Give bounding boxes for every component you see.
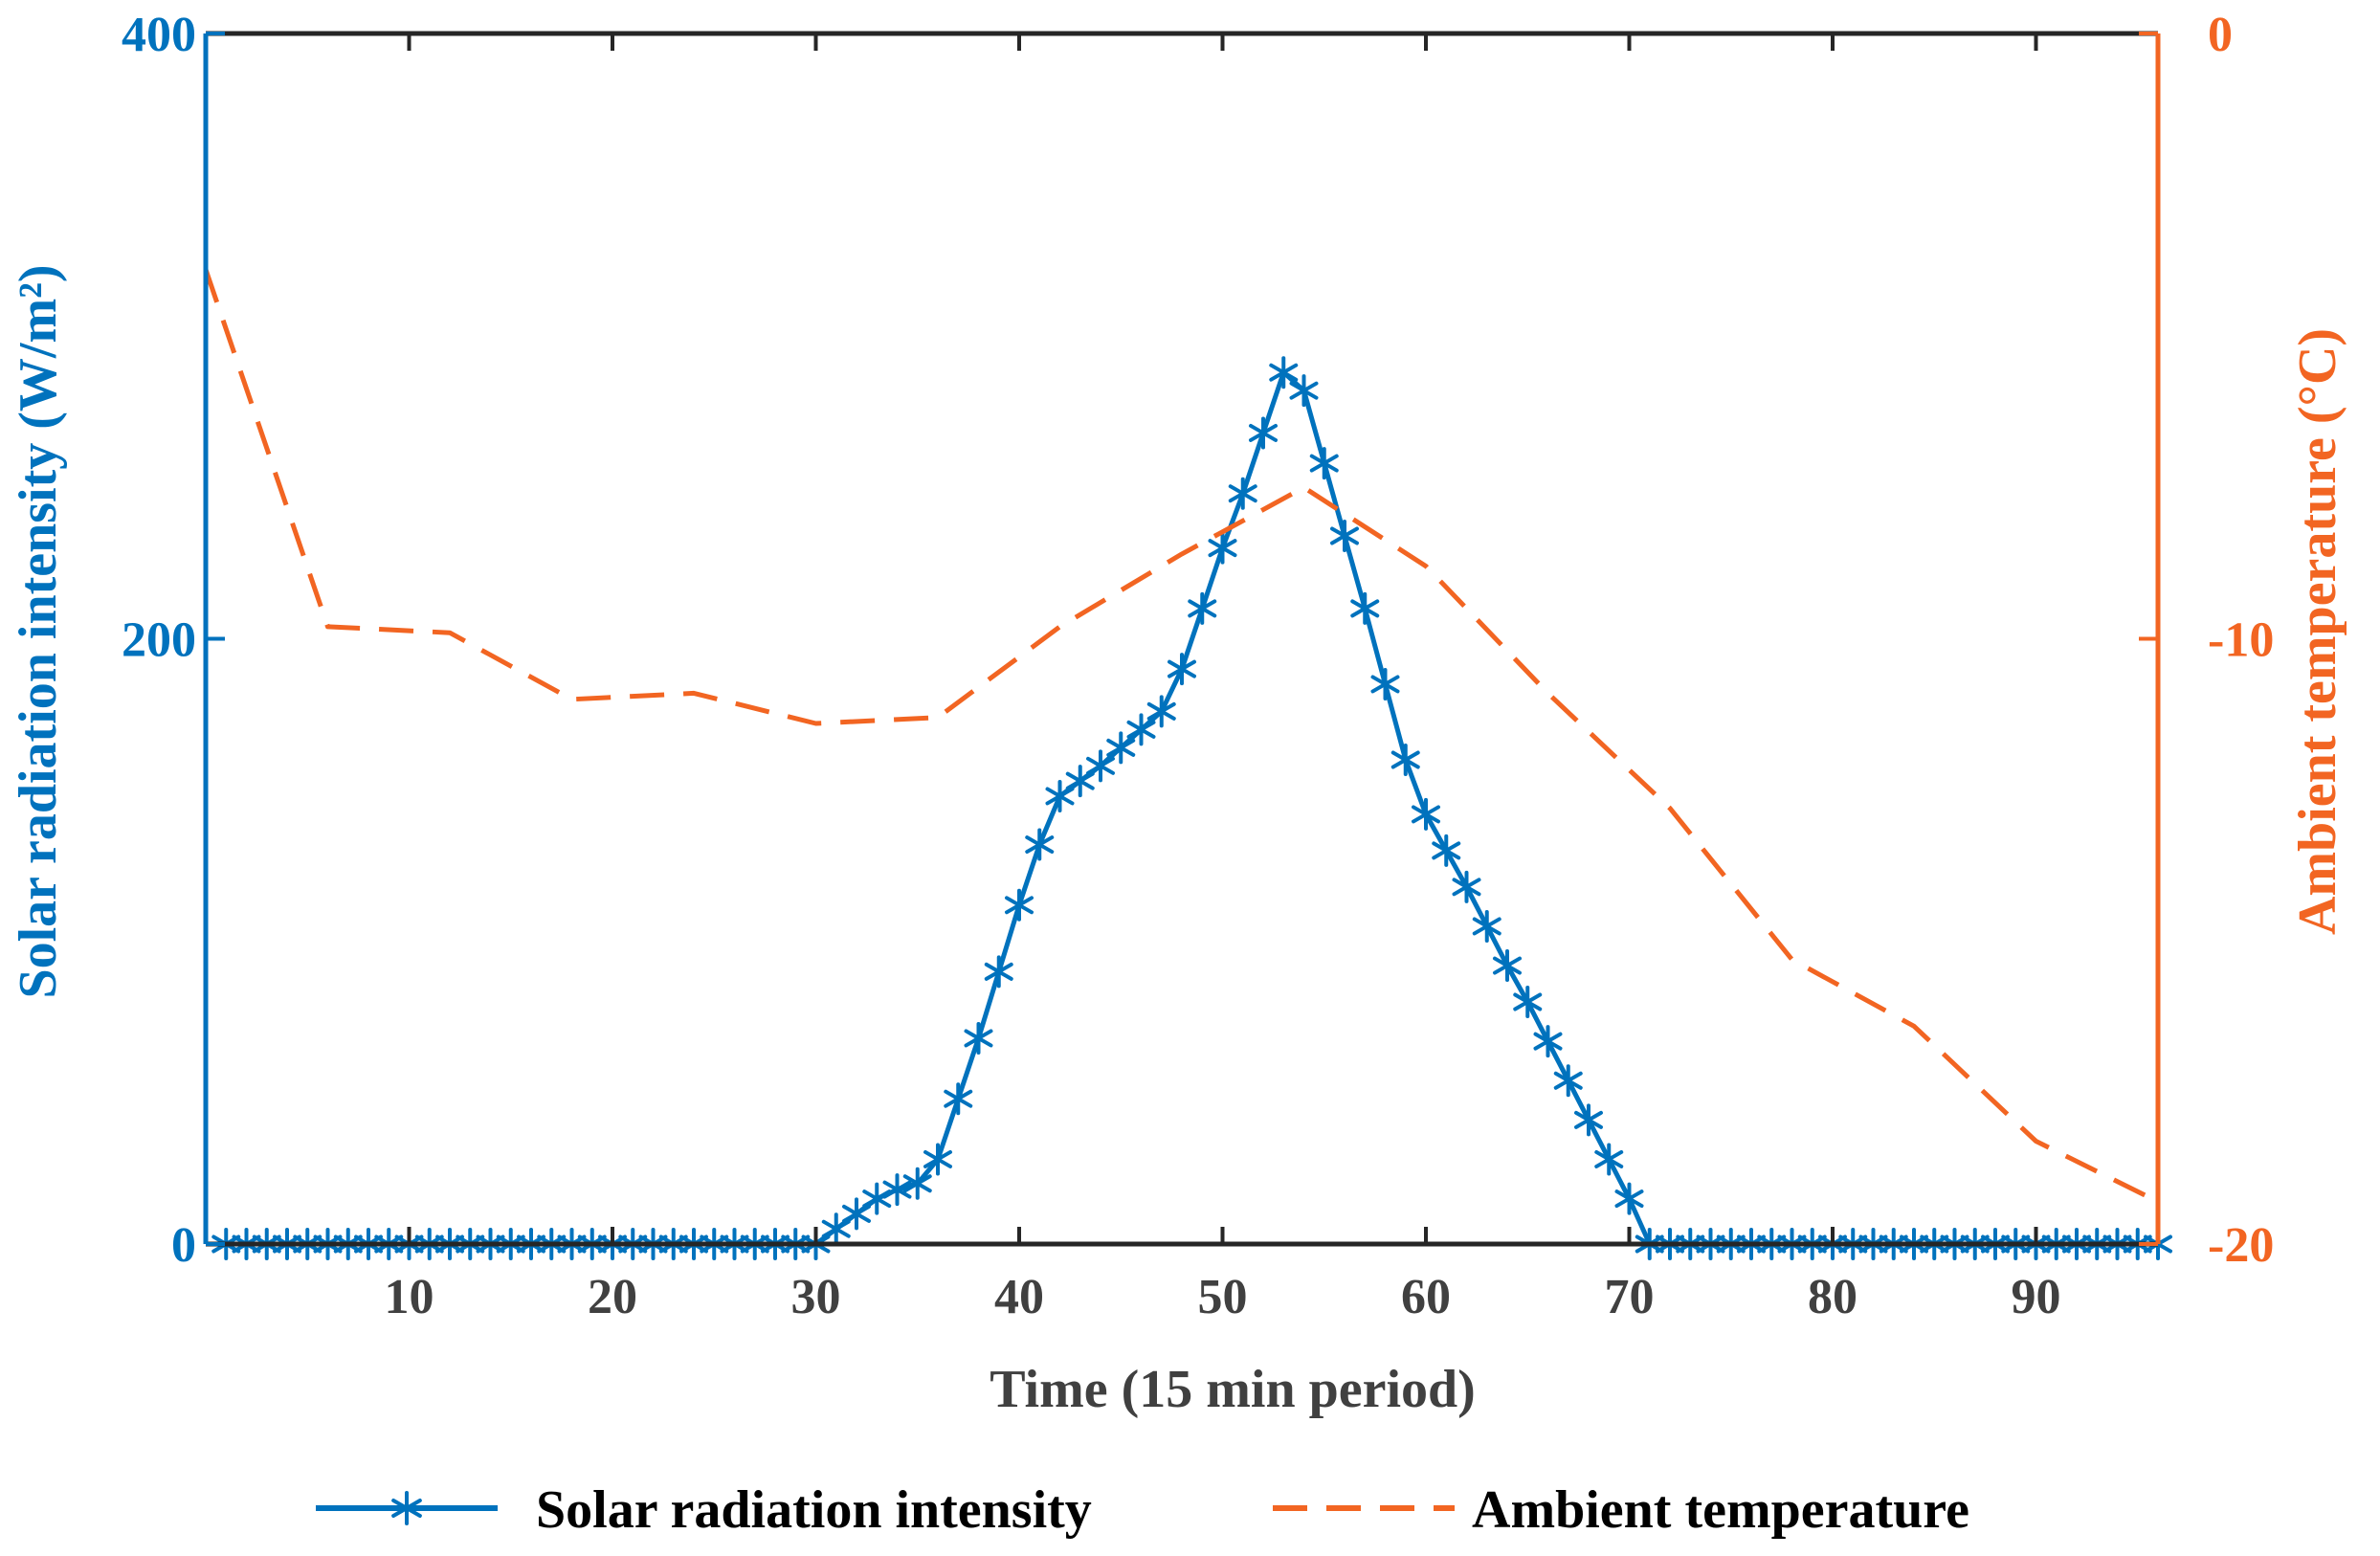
plot-area — [203, 268, 2172, 1260]
data-point — [1126, 713, 1156, 746]
x-tick-label: 20 — [588, 1270, 637, 1324]
data-point — [1086, 749, 1115, 783]
x-tick-label: 60 — [1401, 1270, 1451, 1324]
x-tick-label: 80 — [1808, 1270, 1857, 1324]
left-tick-label: 0 — [171, 1218, 196, 1273]
data-point — [1188, 591, 1217, 625]
data-point — [1228, 477, 1257, 510]
legend-solar-asterisk — [391, 1491, 422, 1525]
data-point — [862, 1182, 892, 1215]
data-point — [842, 1197, 871, 1231]
data-point — [821, 1212, 851, 1246]
legend-solar-marker — [391, 1491, 422, 1525]
legend-temperature-label: Ambient temperature — [1472, 1480, 1969, 1540]
data-point — [1025, 828, 1055, 861]
x-tick-label: 50 — [1198, 1270, 1248, 1324]
data-point — [902, 1167, 932, 1200]
data-point — [1350, 591, 1380, 625]
axes: 10 20 30 40 50 60 70 80 90 0 200 400 -20 -10 0 — [122, 8, 2274, 1324]
x-tick-label: 10 — [385, 1270, 434, 1324]
legend: Solar radiation intensity Ambient temper… — [316, 1480, 1969, 1540]
data-point — [964, 1021, 993, 1055]
x-tick-label: 70 — [1605, 1270, 1655, 1324]
data-point — [1330, 519, 1359, 552]
data-point — [1412, 797, 1440, 831]
data-point — [1390, 744, 1420, 776]
data-point — [1005, 888, 1034, 922]
data-point — [1208, 531, 1237, 565]
data-point — [1614, 1182, 1644, 1215]
data-point — [1370, 667, 1400, 700]
right-tick-label: -10 — [2208, 613, 2274, 668]
data-point — [1065, 765, 1095, 798]
x-tick-label: 90 — [2012, 1270, 2061, 1324]
x-tick-label: 40 — [994, 1270, 1044, 1324]
left-tick-label: 400 — [122, 8, 196, 62]
data-point — [1106, 731, 1136, 765]
right-tick-label: 0 — [2208, 8, 2233, 62]
data-point — [923, 1143, 952, 1176]
x-tick-label: 30 — [791, 1270, 841, 1324]
data-point — [1594, 1143, 1624, 1176]
data-point — [1168, 653, 1196, 686]
data-point — [1452, 870, 1481, 903]
data-point — [1513, 986, 1543, 1018]
right-axis-label: Ambient temperature (°C) — [2288, 328, 2347, 935]
data-point — [1269, 356, 1299, 389]
data-point — [1249, 416, 1278, 450]
left-axis-label: Solar radiation intensity (W/m²) — [9, 264, 68, 998]
data-point — [1493, 949, 1522, 983]
data-point — [882, 1173, 912, 1207]
series-line-ambient-temperature — [203, 268, 2160, 1204]
data-point — [1309, 447, 1339, 480]
data-point — [1533, 1025, 1563, 1058]
left-tick-label: 200 — [122, 613, 196, 668]
data-point — [1146, 695, 1176, 728]
right-tick-label: -20 — [2208, 1218, 2274, 1273]
data-point — [1553, 1064, 1583, 1098]
data-point — [1574, 1103, 1603, 1137]
data-point — [1289, 374, 1319, 408]
x-axis-label: Time (15 min period) — [990, 1360, 1476, 1419]
legend-solar-label: Solar radiation intensity — [536, 1480, 1092, 1540]
data-point — [944, 1082, 973, 1116]
data-point — [984, 955, 1013, 989]
data-point — [1432, 834, 1461, 867]
data-point — [1045, 779, 1075, 812]
data-point — [1472, 909, 1501, 943]
